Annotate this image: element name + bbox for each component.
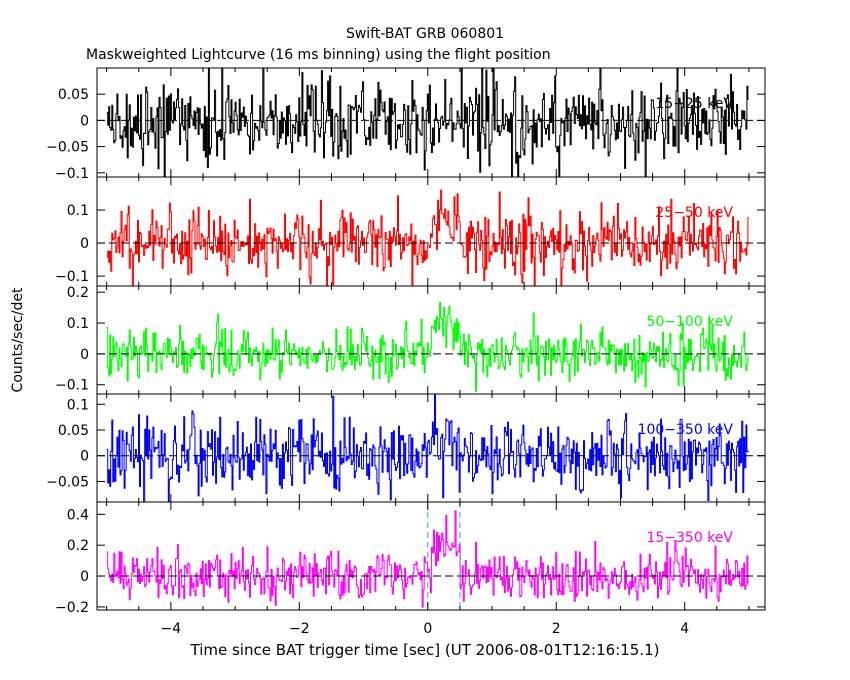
panel-energy-label: 50−100 keV (646, 314, 733, 330)
panels-group: −0.1 −0.05 0 0.05 15−25 keV −0.1 0 0.1 25−50 keV… (46, 67, 766, 616)
y-tick-label: 0 (80, 449, 89, 465)
y-tick-label: 0.1 (67, 397, 89, 413)
y-tick-label: −0.2 (55, 600, 89, 616)
y-tick-label: 0.05 (58, 423, 89, 439)
panel-energy-label: 100−350 keV (638, 422, 734, 438)
panel-energy-label: 15−25 keV (655, 96, 733, 112)
x-tick-label: 0 (423, 621, 432, 637)
panel-energy-label: 15−350 keV (646, 530, 733, 546)
y-tick-label: 0.1 (67, 316, 89, 332)
x-tick-label: −4 (161, 621, 182, 637)
x-tick-label: 4 (680, 621, 689, 637)
y-axis-label: Counts/sec/det (10, 287, 26, 392)
y-tick-label: 0.2 (67, 285, 89, 301)
y-tick-label: 0 (80, 236, 89, 252)
panel-energy-label: 25−50 keV (655, 205, 733, 221)
y-tick-label: 0 (80, 347, 89, 363)
series-line-3 (106, 302, 749, 392)
y-tick-label: 0.4 (67, 507, 89, 523)
panel-2: −0.1 0 0.1 25−50 keV (55, 176, 766, 287)
x-tick-labels: −4 −2 0 2 4 (161, 621, 690, 637)
series-line-1 (106, 68, 749, 177)
y-tick-label: 0 (80, 113, 89, 129)
series-line-2 (106, 189, 749, 286)
y-tick-label: −0.1 (55, 269, 89, 285)
x-tick-label: 2 (552, 621, 561, 637)
panel-5: −0.2 0 0.2 0.4 15−350 keV (55, 501, 766, 616)
panel-frame (96, 67, 766, 178)
chart-title: Swift-BAT GRB 060801 (346, 26, 504, 42)
chart-subtitle: Maskweighted Lightcurve (16 ms binning) … (86, 47, 551, 63)
y-tick-label: −0.1 (55, 166, 89, 182)
panel-1: −0.1 −0.05 0 0.05 15−25 keV (46, 67, 766, 182)
series-line-4 (106, 394, 749, 502)
x-tick-label: −2 (289, 621, 310, 637)
y-tick-label: 0.1 (67, 203, 89, 219)
series-line-5 (106, 510, 749, 608)
x-axis-label: Time since BAT trigger time [sec] (UT 20… (190, 641, 660, 659)
y-tick-label: −0.05 (46, 474, 89, 490)
y-tick-label: 0.05 (58, 87, 89, 103)
y-tick-label: −0.05 (46, 140, 89, 156)
y-tick-label: −0.1 (55, 378, 89, 394)
y-tick-label: 0 (80, 569, 89, 585)
panel-frame (96, 501, 766, 611)
panel-4: −0.05 0 0.05 0.1 100−350 keV (46, 393, 766, 503)
y-tick-label: 0.2 (67, 538, 89, 554)
panel-3: −0.1 0 0.1 0.2 50−100 keV (55, 285, 766, 395)
